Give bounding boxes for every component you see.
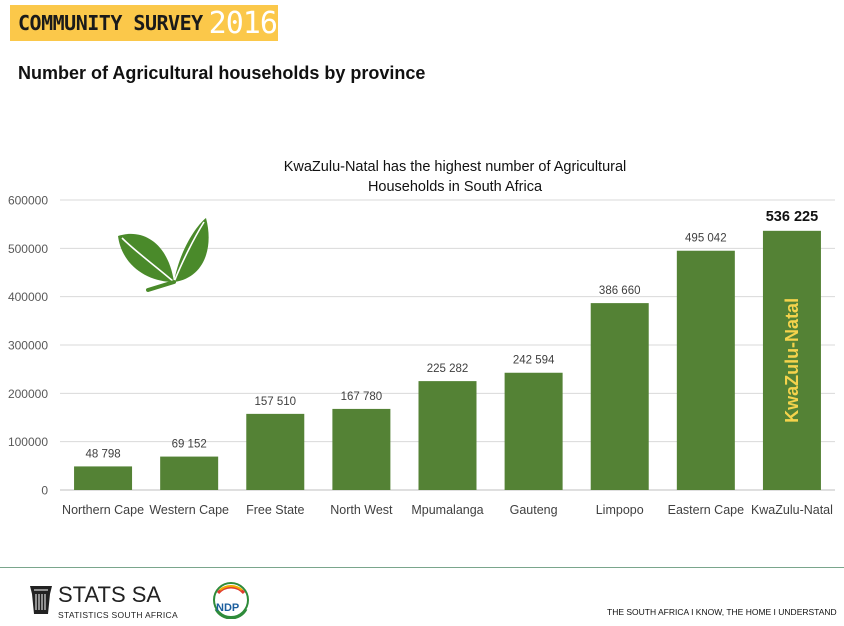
data-label: 69 152 (172, 439, 207, 451)
page-title: Number of Agricultural households by pro… (18, 63, 426, 83)
footer-tagline: THE SOUTH AFRICA I KNOW, THE HOME I UNDE… (607, 607, 837, 617)
stats-sa-wordmark: STATS SA (58, 582, 162, 607)
y-tick-label: 300000 (8, 339, 48, 353)
x-tick-label: Western Cape (149, 503, 229, 517)
data-labels: 48 798 69 152 157 510 167 780 225 282 242 594… (85, 209, 818, 461)
y-tick-label: 600000 (8, 194, 48, 208)
ndp-wordmark: NDP (216, 602, 240, 614)
bars (74, 230, 821, 490)
ndp-emblem-icon (213, 582, 249, 620)
data-label: 386 660 (599, 285, 641, 297)
x-tick-label: Eastern Cape (668, 503, 744, 517)
y-tick-label: 500000 (8, 242, 48, 256)
stats-sa-logo: STATS SA STATISTICS SOUTH AFRICA (28, 584, 178, 620)
x-tick-label: KwaZulu-Natal (751, 503, 833, 517)
bar (246, 413, 305, 490)
data-label: 495 042 (685, 233, 727, 245)
y-tick-label: 400000 (8, 290, 48, 304)
chart-title: KwaZulu-Natal has the highest number of … (255, 157, 655, 197)
x-tick-label: Northern Cape (62, 503, 144, 517)
y-tick-label: 100000 (8, 435, 48, 449)
x-axis-ticks: Northern Cape Western Cape Free State North… (62, 503, 833, 517)
data-label: 242 594 (513, 355, 555, 367)
bar (762, 230, 821, 490)
bar (504, 372, 563, 490)
data-label: 157 510 (254, 396, 296, 408)
banner-label: COMMUNITY SURVEY (18, 11, 203, 35)
banner-year: 2016 (208, 5, 278, 41)
y-tick-label: 0 (41, 484, 48, 498)
chart-title-line-1: KwaZulu-Natal has the highest number of … (283, 159, 627, 175)
highlight-bar-label: KwaZulu-Natal (782, 298, 802, 423)
data-label: 225 282 (427, 363, 469, 375)
data-label: 536 225 (766, 209, 818, 225)
leaf-icon (118, 218, 209, 292)
bar (160, 456, 219, 490)
bar-chart: 0 100000 200000 300000 400000 500000 600000 48… (8, 194, 835, 517)
data-label: 48 798 (85, 448, 120, 460)
x-tick-label: North West (330, 503, 393, 517)
x-tick-label: Free State (246, 503, 304, 517)
bar (332, 408, 391, 490)
stats-sa-emblem-icon (30, 586, 52, 614)
survey-banner: COMMUNITY SURVEY 2016 (10, 5, 278, 41)
x-tick-label: Limpopo (596, 503, 644, 517)
chart-title-line-2: Households in South Africa (367, 179, 543, 195)
x-tick-label: Mpumalanga (411, 503, 483, 517)
y-axis-ticks: 0 100000 200000 300000 400000 500000 600000 (8, 194, 48, 498)
bar (74, 466, 133, 490)
bar (418, 381, 477, 490)
bar (676, 250, 735, 490)
x-tick-label: Gauteng (510, 503, 558, 517)
ndp-logo: NDP (210, 581, 252, 624)
stats-sa-subtitle: STATISTICS SOUTH AFRICA (58, 610, 178, 620)
footer-divider (0, 567, 844, 568)
y-tick-label: 200000 (8, 387, 48, 401)
bar (590, 303, 649, 490)
data-label: 167 780 (341, 391, 383, 403)
